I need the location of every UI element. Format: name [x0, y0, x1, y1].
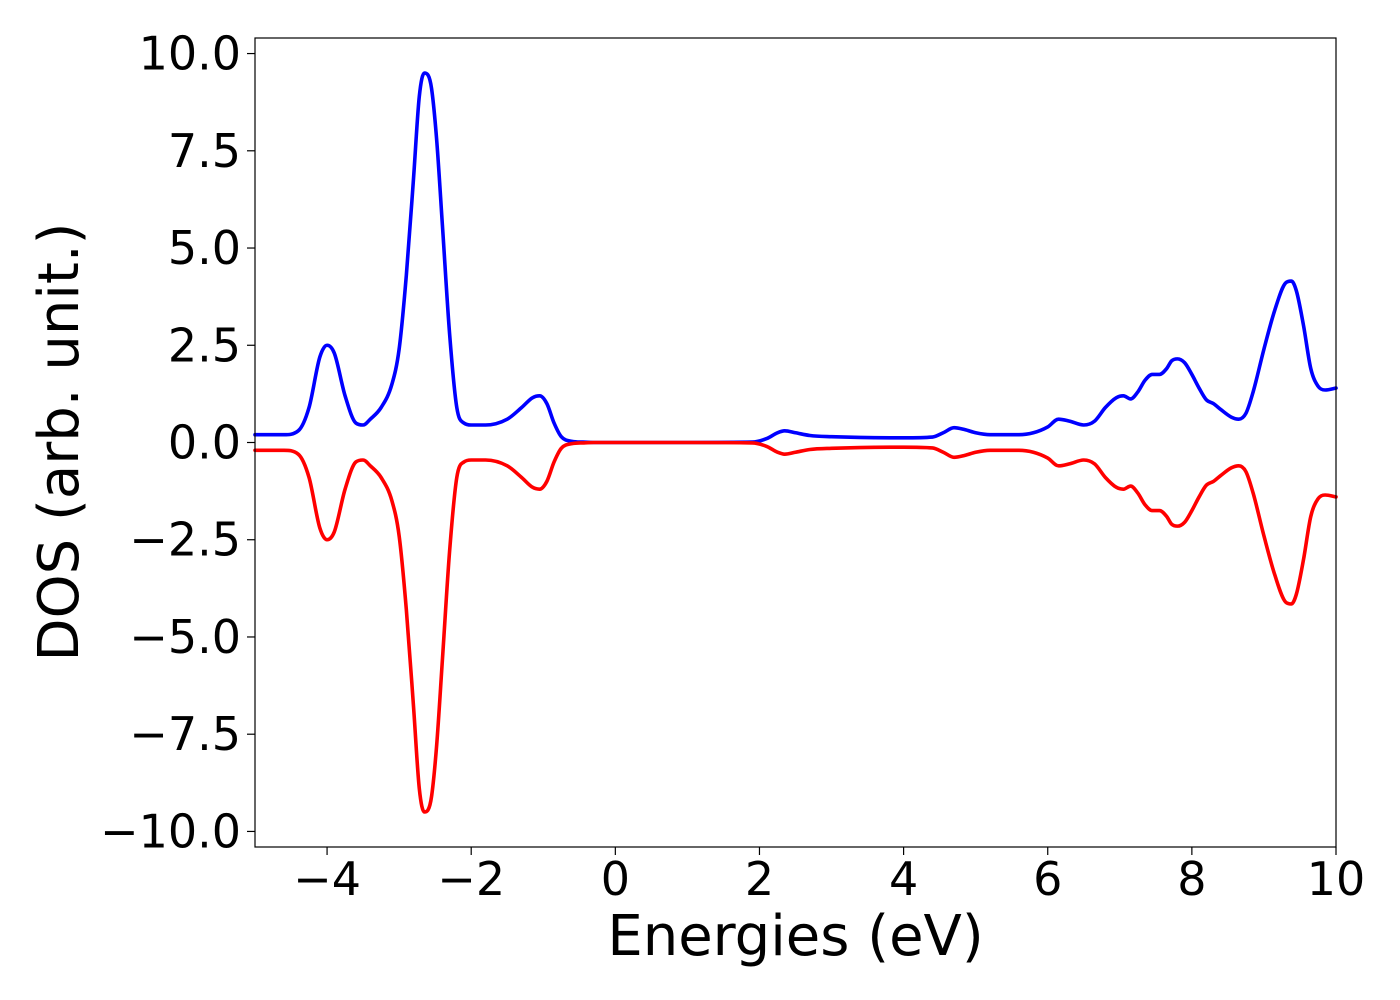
x-tick-label: −2 — [437, 852, 505, 906]
x-tick-label: −4 — [293, 852, 361, 906]
y-tick-label: −2.5 — [129, 513, 241, 567]
y-axis-label: DOS (arb. unit.) — [27, 222, 92, 661]
series-line-1 — [253, 71, 1338, 445]
x-axis-label: Energies (eV) — [607, 904, 983, 969]
x-axis-ticks: −4 −2 0 2 4 6 8 10 — [293, 847, 1365, 906]
series-layer — [253, 71, 1338, 814]
y-tick-label: 2.5 — [168, 318, 241, 372]
x-tick-label: 2 — [745, 852, 774, 906]
x-tick-label: 10 — [1307, 852, 1366, 906]
y-tick-label: −7.5 — [129, 707, 241, 761]
y-tick-label: 7.5 — [168, 124, 241, 178]
series-line-2 — [253, 440, 1338, 814]
x-tick-label: 6 — [1033, 852, 1062, 906]
x-tick-label: 4 — [889, 852, 918, 906]
y-tick-label: 0.0 — [168, 416, 241, 470]
y-tick-label: −10.0 — [100, 804, 241, 858]
plot-frame — [254, 37, 1337, 848]
x-tick-label: 0 — [601, 852, 630, 906]
y-tick-label: 5.0 — [168, 221, 241, 275]
y-axis-ticks: 10.0 7.5 5.0 2.5 0.0 −2.5 −5.0 −7.5 −10.0 — [100, 27, 255, 858]
x-tick-label: 8 — [1177, 852, 1206, 906]
y-tick-label: −5.0 — [129, 610, 241, 664]
y-tick-label: 10.0 — [139, 27, 241, 81]
